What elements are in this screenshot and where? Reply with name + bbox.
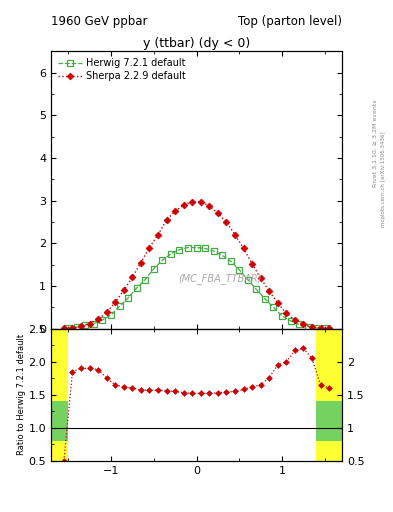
Herwig 7.2.1 default xyxy=(143,276,147,283)
Herwig 7.2.1 default xyxy=(74,324,79,330)
Herwig 7.2.1 default xyxy=(194,245,199,251)
Herwig 7.2.1 default xyxy=(271,304,276,310)
Herwig 7.2.1 default xyxy=(288,318,293,324)
Sherpa 2.2.9 default xyxy=(62,325,66,331)
Text: 1960 GeV ppbar: 1960 GeV ppbar xyxy=(51,15,148,28)
Sherpa 2.2.9 default xyxy=(310,324,314,330)
Sherpa 2.2.9 default xyxy=(327,326,331,332)
Sherpa 2.2.9 default xyxy=(267,288,272,294)
Herwig 7.2.1 default xyxy=(169,251,173,257)
Herwig 7.2.1 default xyxy=(254,286,259,292)
Sherpa 2.2.9 default xyxy=(104,309,109,315)
Legend: Herwig 7.2.1 default, Sherpa 2.2.9 default: Herwig 7.2.1 default, Sherpa 2.2.9 defau… xyxy=(56,56,188,83)
Sherpa 2.2.9 default xyxy=(87,321,92,327)
Sherpa 2.2.9 default xyxy=(250,261,254,267)
Herwig 7.2.1 default xyxy=(108,312,113,318)
Title: y (ttbar) (dy < 0): y (ttbar) (dy < 0) xyxy=(143,37,250,50)
Herwig 7.2.1 default xyxy=(100,317,105,323)
Bar xyxy=(51,401,68,441)
Text: Rivet 3.1.10, ≥ 3.2M events: Rivet 3.1.10, ≥ 3.2M events xyxy=(373,99,378,187)
Herwig 7.2.1 default xyxy=(297,322,301,328)
Herwig 7.2.1 default xyxy=(177,247,182,253)
Sherpa 2.2.9 default xyxy=(207,203,212,209)
Sherpa 2.2.9 default xyxy=(241,245,246,251)
Herwig 7.2.1 default xyxy=(185,245,190,251)
Herwig 7.2.1 default xyxy=(117,304,122,310)
Sherpa 2.2.9 default xyxy=(198,199,203,205)
Herwig 7.2.1 default xyxy=(314,325,319,331)
Herwig 7.2.1 default xyxy=(203,245,208,251)
Line: Sherpa 2.2.9 default: Sherpa 2.2.9 default xyxy=(61,200,332,331)
Herwig 7.2.1 default xyxy=(92,321,96,327)
Y-axis label: Ratio to Herwig 7.2.1 default: Ratio to Herwig 7.2.1 default xyxy=(17,334,26,455)
Sherpa 2.2.9 default xyxy=(147,245,152,251)
Sherpa 2.2.9 default xyxy=(215,210,220,217)
Sherpa 2.2.9 default xyxy=(113,299,118,305)
Herwig 7.2.1 default xyxy=(66,325,71,331)
Herwig 7.2.1 default xyxy=(126,295,130,301)
Sherpa 2.2.9 default xyxy=(233,232,237,238)
Sherpa 2.2.9 default xyxy=(173,208,178,215)
Sherpa 2.2.9 default xyxy=(164,217,169,223)
Bar xyxy=(51,329,68,461)
Sherpa 2.2.9 default xyxy=(70,325,75,331)
Sherpa 2.2.9 default xyxy=(258,275,263,282)
Herwig 7.2.1 default xyxy=(160,258,165,264)
Herwig 7.2.1 default xyxy=(237,267,242,273)
Sherpa 2.2.9 default xyxy=(318,325,323,331)
Herwig 7.2.1 default xyxy=(220,252,224,259)
Sherpa 2.2.9 default xyxy=(292,317,297,323)
Herwig 7.2.1 default xyxy=(280,313,285,319)
Herwig 7.2.1 default xyxy=(305,324,310,330)
Bar xyxy=(316,329,342,467)
Herwig 7.2.1 default xyxy=(322,326,327,332)
Sherpa 2.2.9 default xyxy=(121,287,126,293)
Herwig 7.2.1 default xyxy=(228,258,233,264)
Herwig 7.2.1 default xyxy=(263,296,267,302)
Herwig 7.2.1 default xyxy=(211,248,216,254)
Herwig 7.2.1 default xyxy=(83,322,88,328)
Herwig 7.2.1 default xyxy=(246,276,250,283)
Sherpa 2.2.9 default xyxy=(190,199,195,205)
Sherpa 2.2.9 default xyxy=(130,274,135,281)
Bar xyxy=(316,401,342,441)
Text: mcplots.cern.ch [arXiv:1306.3436]: mcplots.cern.ch [arXiv:1306.3436] xyxy=(381,132,386,227)
Herwig 7.2.1 default xyxy=(151,266,156,272)
Text: Top (parton level): Top (parton level) xyxy=(238,15,342,28)
Sherpa 2.2.9 default xyxy=(139,260,143,266)
Sherpa 2.2.9 default xyxy=(275,300,280,306)
Sherpa 2.2.9 default xyxy=(96,316,101,323)
Sherpa 2.2.9 default xyxy=(156,232,160,238)
Line: Herwig 7.2.1 default: Herwig 7.2.1 default xyxy=(65,245,328,331)
Sherpa 2.2.9 default xyxy=(224,219,229,225)
Sherpa 2.2.9 default xyxy=(79,323,83,329)
Sherpa 2.2.9 default xyxy=(181,202,186,208)
Sherpa 2.2.9 default xyxy=(284,310,289,316)
Sherpa 2.2.9 default xyxy=(301,322,306,328)
Herwig 7.2.1 default xyxy=(134,285,139,291)
Text: (MC_FBA_TTBAR): (MC_FBA_TTBAR) xyxy=(178,273,261,284)
